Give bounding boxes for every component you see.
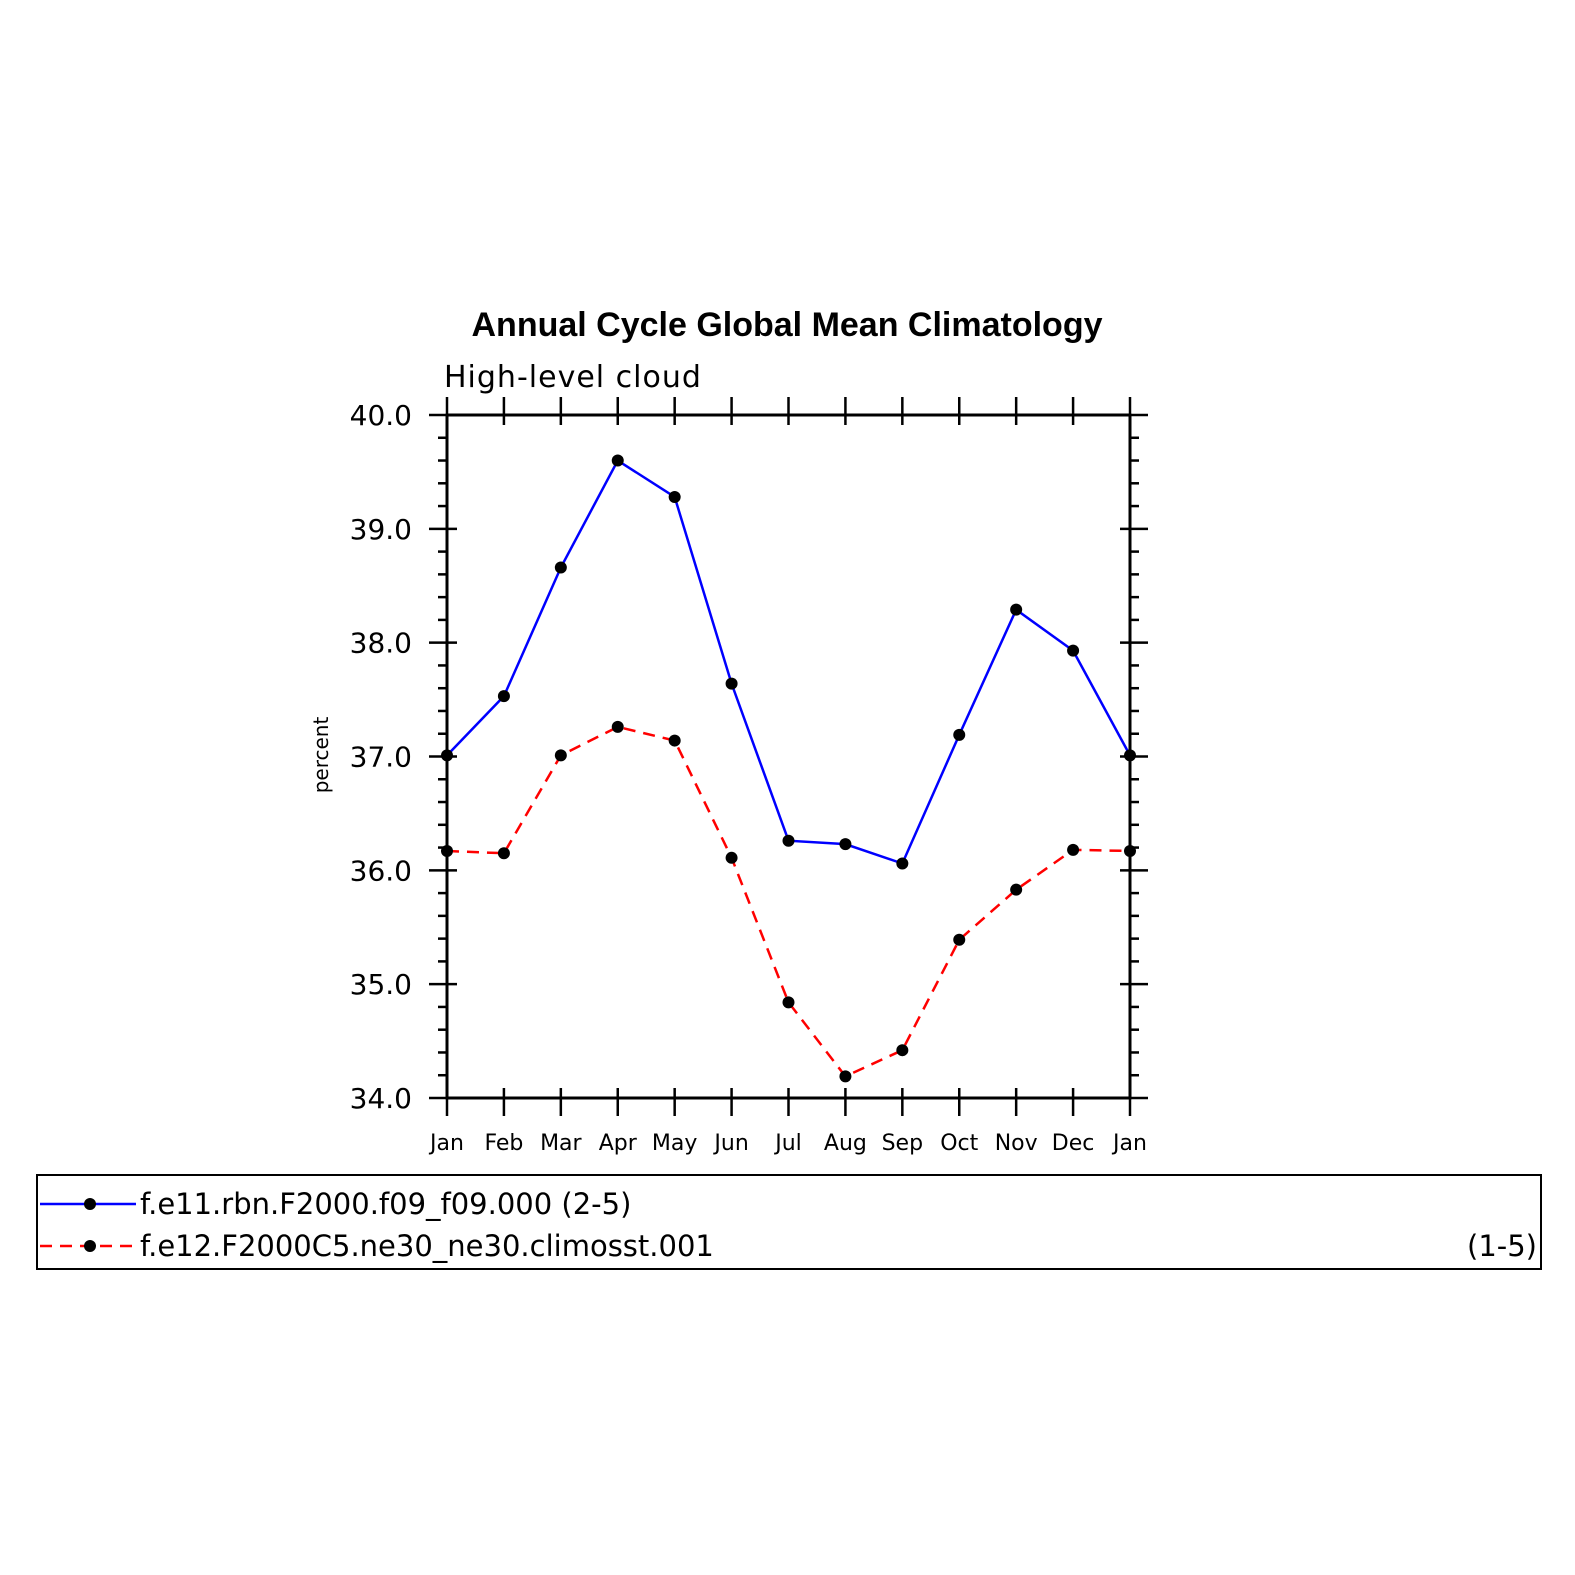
x-tick-label: Dec — [1052, 1131, 1095, 1156]
y-axis-label: percent — [309, 717, 333, 794]
data-point — [896, 857, 909, 870]
x-tick-labels: Jan Feb Mar Apr May Jun Jul Aug Sep Oct Nov Dec Jan — [428, 1131, 1147, 1156]
data-point — [441, 749, 453, 762]
series-line-1 — [446, 458, 1132, 866]
data-point — [1067, 843, 1080, 856]
data-point — [497, 690, 510, 703]
x-tick-label: May — [652, 1131, 697, 1156]
y-tick-label: 37.0 — [350, 741, 412, 774]
x-tick-label: Mar — [540, 1131, 582, 1156]
data-point — [1124, 844, 1136, 857]
y-tick-label: 36.0 — [350, 854, 412, 887]
legend-label-1: f.e11.rbn.F2000.f09_f09.000 (2-5) — [140, 1187, 631, 1221]
y-tick-label: 35.0 — [350, 968, 412, 1001]
x-tick-label: Jan — [428, 1131, 464, 1156]
data-point — [611, 720, 624, 733]
x-tick-label: Aug — [824, 1131, 867, 1156]
legend-label-2: f.e12.F2000C5.ne30_ne30.climosst.001 — [140, 1229, 714, 1263]
x-tick-label: Oct — [940, 1131, 978, 1156]
x-tick-label: Jul — [773, 1131, 802, 1156]
data-point — [611, 454, 624, 467]
data-point — [839, 838, 852, 851]
data-point — [554, 749, 567, 762]
legend-marker-2 — [84, 1240, 96, 1252]
data-point — [668, 490, 681, 503]
series-line-2 — [446, 725, 1131, 1078]
x-tick-label: Apr — [599, 1131, 638, 1156]
legend — [36, 1174, 1542, 1270]
x-tick-label: Jun — [712, 1131, 748, 1156]
data-point — [782, 834, 795, 847]
data-point — [725, 851, 738, 864]
data-point — [554, 561, 567, 574]
data-point — [441, 844, 453, 857]
data-point — [1124, 749, 1136, 762]
y-tick-labels: 34.0 35.0 36.0 37.0 38.0 39.0 40.0 — [350, 399, 412, 1115]
legend-entries: f.e11.rbn.F2000.f09_f09.000 (2-5) f.e12.F… — [40, 1187, 1537, 1263]
y-tick-label: 34.0 — [350, 1082, 412, 1115]
legend-suffix-2: (1-5) — [1467, 1229, 1537, 1263]
data-point — [1067, 644, 1080, 657]
data-point — [668, 734, 681, 747]
data-point — [896, 1044, 909, 1057]
data-point — [725, 677, 738, 690]
series — [441, 454, 1136, 1083]
y-tick-label: 40.0 — [350, 399, 412, 432]
x-tick-label: Feb — [484, 1131, 523, 1156]
legend-marker-1 — [84, 1198, 96, 1210]
data-point — [953, 933, 966, 946]
x-tick-label: Sep — [882, 1131, 923, 1156]
data-point — [953, 728, 966, 741]
plot-frame — [445, 413, 1132, 1100]
data-point — [782, 996, 795, 1009]
y-tick-label: 39.0 — [350, 513, 412, 546]
chart-title: Annual Cycle Global Mean Climatology — [472, 306, 1103, 344]
chart-subtitle: High-level cloud — [444, 360, 702, 395]
x-tick-label: Jan — [1111, 1131, 1147, 1156]
data-point — [497, 847, 510, 860]
y-tick-label: 38.0 — [350, 627, 412, 660]
data-point — [1010, 883, 1023, 896]
x-tick-label: Nov — [995, 1131, 1038, 1156]
data-point — [839, 1070, 852, 1083]
data-point — [1010, 603, 1023, 616]
